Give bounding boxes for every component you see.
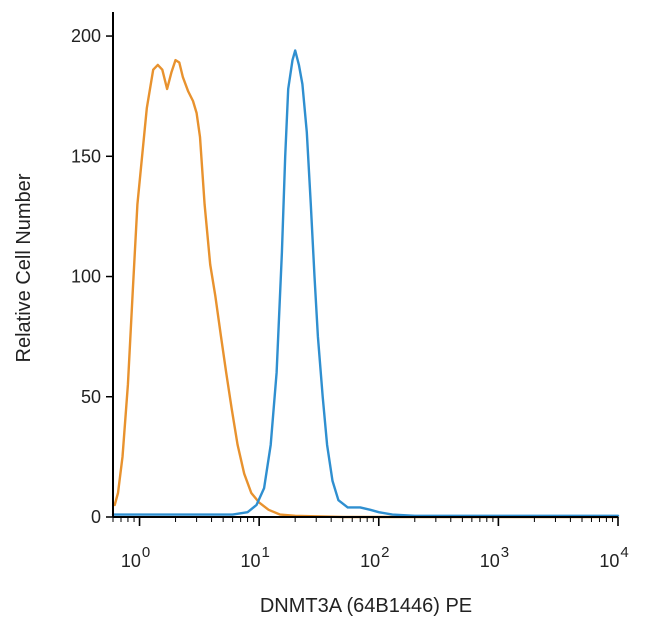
histogram-series-2: [111, 49, 620, 517]
x-tick-label: 102: [360, 544, 389, 571]
x-tick-label: 101: [240, 544, 269, 571]
y-tick-label: 50: [81, 387, 101, 407]
y-tick-label: 100: [71, 267, 101, 287]
y-tick-label: 200: [71, 26, 101, 46]
x-tick-label: 103: [480, 544, 509, 571]
series-layer: [111, 49, 620, 519]
x-tick-label: 104: [599, 544, 628, 571]
x-tick-label: 100: [121, 544, 150, 571]
axes-layer: 0 50 100 150 200 100 101 102 103 104: [71, 12, 629, 571]
histogram-series-1: [113, 58, 620, 519]
y-tick-label: 150: [71, 146, 101, 166]
x-axis-title: DNMT3A (64B1446) PE: [260, 595, 472, 617]
y-tick-label: 0: [91, 507, 101, 527]
y-axis-title: Relative Cell Number: [13, 173, 35, 362]
